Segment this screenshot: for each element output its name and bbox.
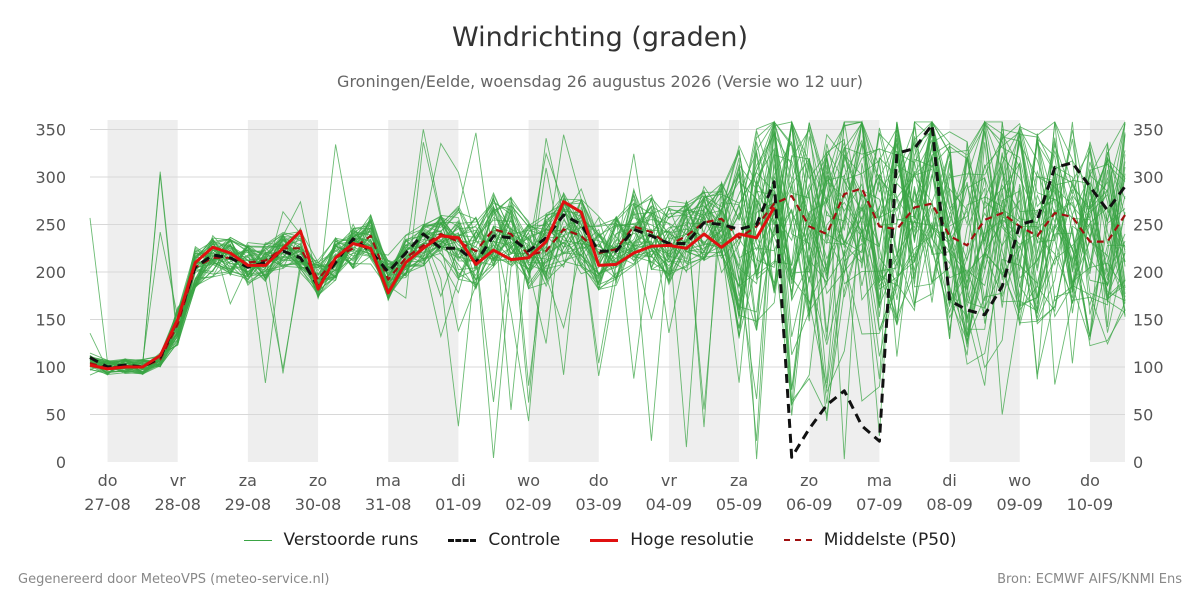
day-band bbox=[107, 120, 178, 462]
y-tick-label-left: 300 bbox=[35, 168, 66, 187]
x-tick-date-label: 05-09 bbox=[716, 495, 763, 514]
y-tick-label-right: 50 bbox=[1133, 406, 1153, 425]
ensemble-member-line bbox=[89, 123, 1126, 460]
chart-title: Windrichting (graden) bbox=[451, 22, 749, 53]
legend-swatch-high-resolution bbox=[590, 538, 619, 542]
x-tick-day-label: za bbox=[239, 471, 257, 490]
y-tick-label-left: 150 bbox=[35, 311, 66, 330]
x-tick-date-label: 28-08 bbox=[154, 495, 201, 514]
ensemble-member-line bbox=[89, 129, 1126, 403]
x-tick-day-label: do bbox=[589, 471, 609, 490]
legend-swatch-median bbox=[783, 539, 812, 541]
y-tick-label-left: 50 bbox=[46, 406, 66, 425]
ensemble-member-line bbox=[89, 120, 1126, 436]
legend-label-high-resolution: Hoge resolutie bbox=[630, 530, 754, 550]
legend-swatch-perturbed-runs bbox=[243, 539, 272, 541]
ensemble-member-line bbox=[89, 131, 1126, 375]
ensemble-member-line bbox=[89, 121, 1126, 376]
x-tick-day-label: ma bbox=[867, 471, 892, 490]
x-tick-date-label: 30-08 bbox=[295, 495, 342, 514]
ensemble-member-line bbox=[89, 125, 1126, 448]
x-tick-date-label: 01-09 bbox=[435, 495, 482, 514]
ensemble-member-line bbox=[89, 121, 1126, 371]
y-tick-label-left: 0 bbox=[56, 453, 66, 472]
y-tick-label-right: 350 bbox=[1133, 121, 1164, 140]
footer-source: Bron: ECMWF AIFS/KNMI Ens bbox=[997, 572, 1182, 587]
x-tick-day-label: wo bbox=[1008, 471, 1031, 490]
x-tick-date-label: 07-09 bbox=[856, 495, 903, 514]
y-tick-label-left: 200 bbox=[35, 263, 66, 282]
x-tick-date-label: 04-09 bbox=[646, 495, 693, 514]
x-tick-date-label: 31-08 bbox=[365, 495, 412, 514]
day-band bbox=[388, 120, 459, 462]
footer-generated-by: Gegenereerd door MeteoVPS (meteo-service… bbox=[18, 572, 330, 587]
ensemble-member-line bbox=[89, 120, 1126, 375]
chart-subtitle: Groningen/Eelde, woensdag 26 augustus 20… bbox=[337, 72, 863, 91]
day-band bbox=[668, 120, 740, 462]
ensemble-member-line bbox=[89, 120, 1126, 376]
high-resolution-line bbox=[89, 200, 776, 371]
x-tick-date-label: 10-09 bbox=[1067, 495, 1114, 514]
x-tick-date-label: 03-09 bbox=[575, 495, 622, 514]
x-tick-date-label: 02-09 bbox=[505, 495, 552, 514]
x-tick-day-label: wo bbox=[517, 471, 540, 490]
day-band bbox=[247, 120, 319, 462]
x-tick-date-label: 29-08 bbox=[225, 495, 272, 514]
y-tick-label-left: 350 bbox=[35, 121, 66, 140]
y-tick-label-left: 250 bbox=[35, 216, 66, 235]
legend-item-high-resolution: Hoge resolutie bbox=[590, 530, 754, 550]
legend-item-control: Controle bbox=[448, 530, 560, 550]
x-tick-date-label: 27-08 bbox=[84, 495, 131, 514]
legend-item-median: Middelste (P50) bbox=[783, 530, 957, 550]
x-tick-day-label: vr bbox=[170, 471, 186, 490]
legend-label-perturbed-runs: Verstoorde runs bbox=[283, 530, 419, 550]
x-tick-day-label: di bbox=[942, 471, 957, 490]
x-tick-date-label: 06-09 bbox=[786, 495, 833, 514]
legend-swatch-control bbox=[448, 538, 477, 542]
x-tick-day-label: zo bbox=[309, 471, 327, 490]
x-tick-date-label: 08-09 bbox=[926, 495, 973, 514]
x-tick-day-label: di bbox=[451, 471, 466, 490]
median-line bbox=[89, 187, 1126, 369]
y-tick-label-right: 200 bbox=[1133, 263, 1164, 282]
y-tick-label-right: 100 bbox=[1133, 358, 1164, 377]
x-tick-day-label: za bbox=[730, 471, 748, 490]
ensemble-member-line bbox=[89, 120, 1126, 383]
y-tick-label-right: 150 bbox=[1133, 311, 1164, 330]
legend-label-median: Middelste (P50) bbox=[823, 530, 957, 550]
x-tick-day-label: do bbox=[1080, 471, 1100, 490]
y-tick-label-left: 100 bbox=[35, 358, 66, 377]
x-tick-date-label: 09-09 bbox=[996, 495, 1043, 514]
y-tick-label-right: 300 bbox=[1133, 168, 1164, 187]
legend-label-control: Controle bbox=[488, 530, 561, 550]
x-tick-day-label: vr bbox=[661, 471, 677, 490]
x-tick-day-label: ma bbox=[376, 471, 401, 490]
y-tick-label-right: 250 bbox=[1133, 216, 1164, 235]
control-line bbox=[89, 123, 1127, 459]
y-tick-label-right: 0 bbox=[1133, 453, 1143, 472]
legend-item-perturbed-runs: Verstoorde runs bbox=[243, 530, 419, 550]
chart-legend: Verstoorde runs Controle Hoge resolutie … bbox=[0, 530, 1200, 550]
x-tick-day-label: zo bbox=[800, 471, 818, 490]
x-tick-day-label: do bbox=[98, 471, 118, 490]
